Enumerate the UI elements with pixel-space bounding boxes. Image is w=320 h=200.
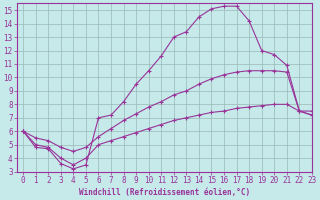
X-axis label: Windchill (Refroidissement éolien,°C): Windchill (Refroidissement éolien,°C) xyxy=(79,188,250,197)
